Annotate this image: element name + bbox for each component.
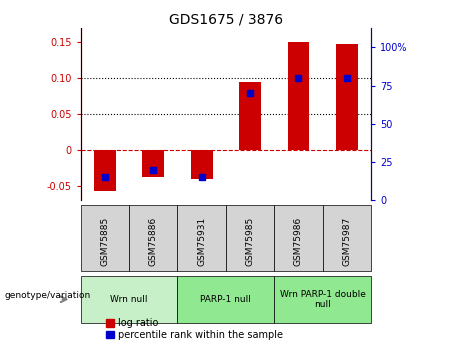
Point: [343, 75, 350, 81]
Text: GSM75985: GSM75985: [246, 216, 254, 266]
Text: genotype/variation: genotype/variation: [5, 291, 91, 300]
Point: [246, 90, 254, 96]
Point: [295, 75, 302, 81]
Text: GDS1675 / 3876: GDS1675 / 3876: [169, 12, 283, 26]
Text: Wrn PARP-1 double
null: Wrn PARP-1 double null: [280, 289, 366, 309]
Bar: [191, 150, 213, 179]
Bar: [142, 150, 164, 177]
Bar: [288, 42, 309, 150]
Point: [149, 167, 157, 172]
Point: [101, 175, 109, 180]
Text: GSM75931: GSM75931: [197, 216, 206, 266]
Legend: log ratio, percentile rank within the sample: log ratio, percentile rank within the sa…: [106, 318, 283, 340]
Bar: [94, 150, 116, 191]
Bar: [336, 44, 358, 150]
Text: PARP-1 null: PARP-1 null: [201, 295, 251, 304]
Text: GSM75986: GSM75986: [294, 216, 303, 266]
Bar: [239, 81, 261, 150]
Text: GSM75987: GSM75987: [343, 216, 351, 266]
Text: GSM75886: GSM75886: [149, 216, 158, 266]
Text: GSM75885: GSM75885: [100, 216, 109, 266]
Text: Wrn null: Wrn null: [110, 295, 148, 304]
Point: [198, 175, 205, 180]
